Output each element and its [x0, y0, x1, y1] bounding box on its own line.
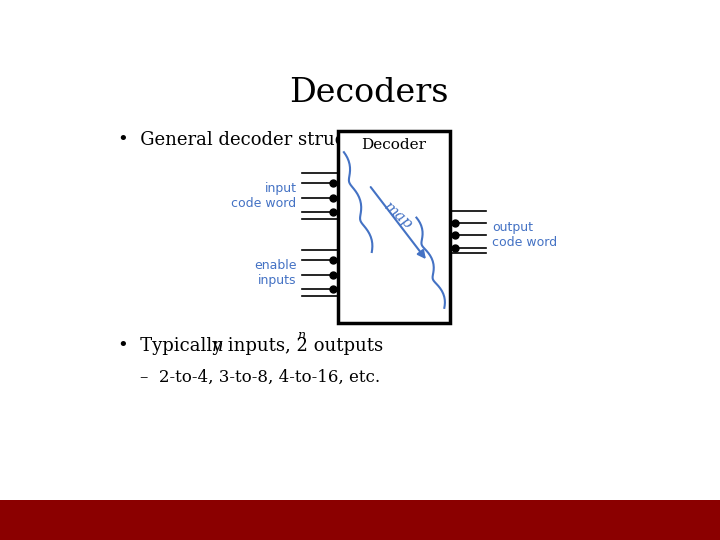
Bar [338, 131, 450, 322]
Text: output
code word: output code word [492, 221, 557, 249]
Text: –  2-to-4, 3-to-8, 4-to-16, etc.: – 2-to-4, 3-to-8, 4-to-16, etc. [140, 368, 380, 386]
Text: enable
inputs: enable inputs [254, 259, 297, 287]
Text: •  General decoder structure: • General decoder structure [118, 131, 383, 150]
Text: map: map [381, 199, 415, 232]
Text: outputs: outputs [307, 337, 383, 355]
Text: inputs, 2: inputs, 2 [222, 337, 307, 355]
Text: Decoder: Decoder [361, 138, 427, 152]
Text: n: n [297, 329, 305, 342]
Text: •  Typically: • Typically [118, 337, 228, 355]
Text: Decoders: Decoders [289, 77, 449, 109]
Text: input
code word: input code word [231, 182, 297, 210]
Text: n: n [212, 337, 223, 355]
